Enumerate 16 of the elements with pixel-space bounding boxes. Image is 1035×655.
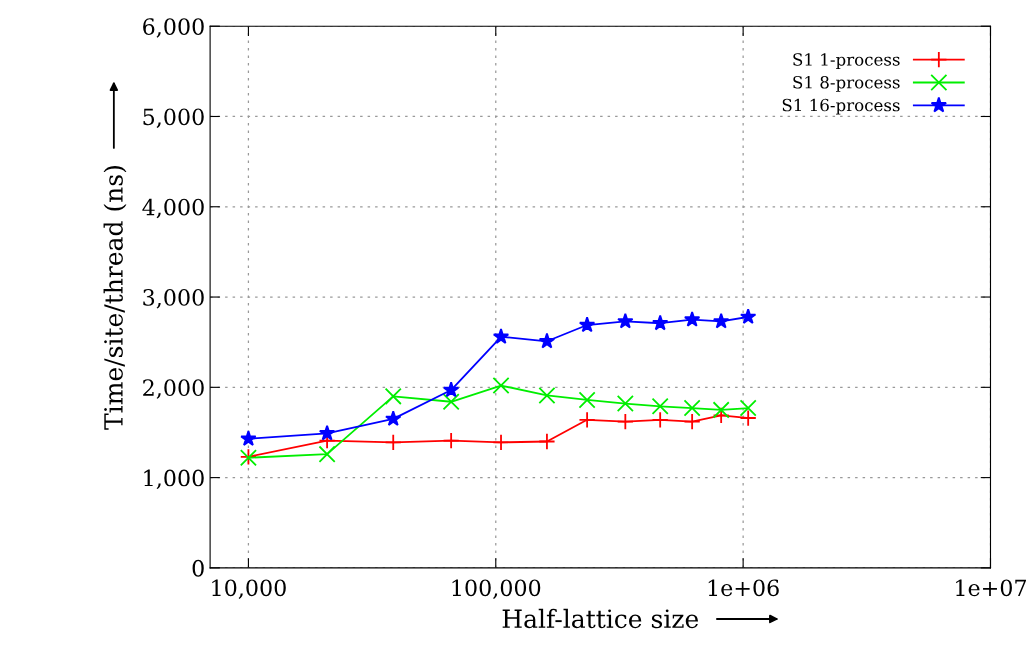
y-tick-label: 1,000 (144, 469, 204, 490)
y-tick-label: 5,000 (143, 108, 204, 128)
y-tick-label: 6,000 (143, 18, 204, 38)
x-axis-title: Half-lattice size (502, 608, 699, 629)
y-tick-label: 3,000 (143, 288, 204, 309)
x-tick-label: 10,000 (212, 579, 286, 599)
y-axis-title: Time/site/thread (ns) (103, 166, 127, 430)
x-tick-label: 1e+07 (956, 579, 1026, 597)
x-tick-label: 1e+06 (708, 579, 779, 597)
x-tick-label: 100,000 (452, 579, 541, 599)
y-tick-label: 4,000 (142, 198, 204, 219)
y-tick-label: 2,000 (143, 379, 204, 399)
legend-label: S1 8-process (793, 75, 900, 92)
y-tick-label: 0 (192, 559, 204, 577)
legend-label: S1 16-process (782, 98, 900, 115)
legend-label: S1 1-process (793, 53, 900, 69)
